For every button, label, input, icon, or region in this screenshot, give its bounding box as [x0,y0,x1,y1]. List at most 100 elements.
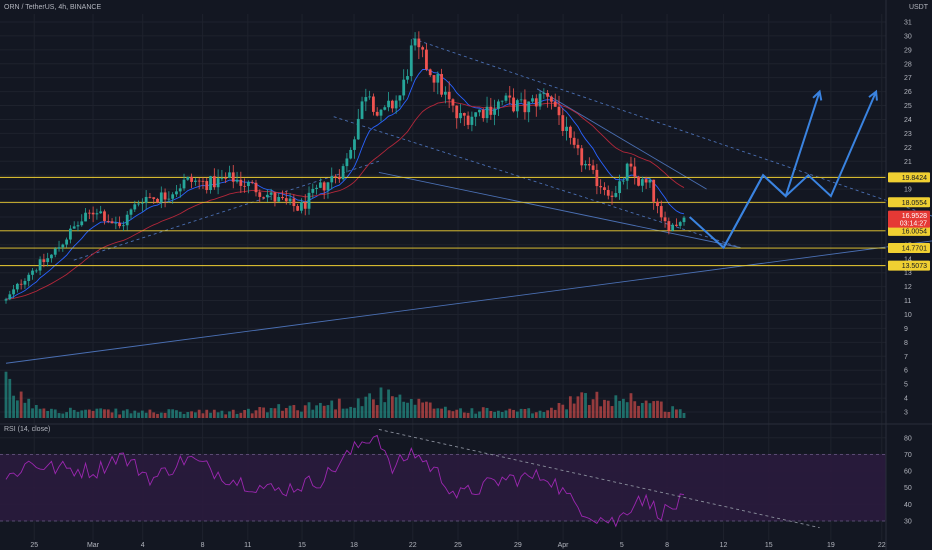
candle-body [212,176,216,188]
candle-body [250,182,254,183]
volume-bar [417,398,421,418]
volume-bar [65,412,69,418]
price-tick-label: 10 [904,312,912,319]
candle-body [243,185,247,187]
volume-bar [531,413,534,418]
volume-bar [667,411,671,418]
candle-body [406,76,409,80]
candle-body [360,101,364,119]
candle-body [46,258,50,263]
volume-bar [318,402,322,418]
volume-bars [4,371,686,418]
volume-bar [568,396,572,418]
volume-bar [557,403,561,418]
time-tick-label: 11 [244,542,251,549]
volume-bar [523,409,527,418]
volume-bar [46,410,50,418]
candle-body [425,49,428,70]
candle-body [364,97,368,102]
candle-body [497,101,500,109]
candle-body [459,113,462,119]
candle-body [110,221,114,224]
volume-bar [254,410,258,418]
candle-body [443,91,447,95]
candles-layer [4,31,686,304]
volume-bar [553,409,557,418]
candle-body [258,192,262,197]
candle-body [538,93,542,107]
volume-bar [640,403,644,418]
candle-body [95,213,99,215]
volume-bar [466,412,470,418]
volume-bar [534,412,538,418]
volume-bar [250,413,254,418]
candle-body [31,270,34,275]
rsi-overbought-oversold-band [0,454,886,521]
candle-body [303,202,307,209]
projection-arrowhead [868,89,878,101]
volume-bar [610,406,614,418]
volume-bar [243,409,247,418]
volume-bar [599,406,603,418]
volume-bar [12,395,15,418]
candle-body [322,182,326,191]
candle-body [584,164,587,166]
candle-body [209,176,212,191]
time-tick-label: 8 [201,542,205,549]
volume-bar [133,410,137,418]
time-tick-label: 15 [765,542,773,549]
volume-bar [288,405,292,418]
projection-arrows-layer [688,89,878,250]
candle-body [512,97,515,112]
candle-body [99,211,103,214]
price-tick-label: 23 [904,131,912,138]
price-tick-label: 8 [904,340,908,347]
volume-bar [368,393,372,418]
candle-body [383,107,387,110]
candle-body [106,220,110,222]
volume-bar [508,408,512,418]
volume-bar [584,393,587,418]
candle-body [163,192,167,200]
candle-body [167,198,171,200]
volume-bar [239,412,243,418]
candle-body [65,239,69,245]
candle-body [15,283,19,290]
volume-bar [493,411,497,418]
volume-bar [561,404,565,418]
volume-bar [190,411,193,418]
volume-bar [591,399,595,418]
candle-body [152,197,156,199]
rsi-band-layer [0,453,886,522]
price-tick-label: 27 [904,75,912,82]
candle-body [337,176,341,180]
volume-bar [390,396,394,418]
volume-bar [443,406,447,418]
candle-body [675,224,678,226]
volume-bar [459,408,462,418]
candle-body [470,116,474,125]
candle-body [50,254,53,259]
candle-body [269,192,273,195]
candle-body [114,222,118,224]
volume-bar [197,409,201,418]
candle-body [633,166,637,177]
rsi-tick-label: 30 [904,519,912,526]
volume-bar [409,398,413,418]
price-level-badge-label: 13.5073 [902,263,927,270]
volume-bar [152,412,156,418]
candle-body [421,47,425,50]
volume-bar [372,399,375,418]
rsi-tick-label: 70 [904,452,912,459]
volume-bar [406,402,409,418]
volume-bar [489,410,493,418]
rsi-tick-label: 60 [904,469,912,476]
price-levels-layer [0,176,886,267]
candle-body [515,100,519,112]
candle-body [478,109,481,113]
volume-bar [425,401,428,418]
candle-body [133,204,137,210]
volume-bar [387,389,390,418]
